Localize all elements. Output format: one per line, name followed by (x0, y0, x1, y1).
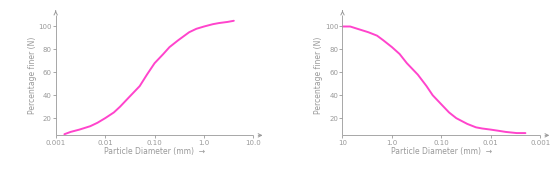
X-axis label: Particle Diameter (mm)  →: Particle Diameter (mm) → (391, 147, 492, 156)
X-axis label: Particle Diameter (mm)  →: Particle Diameter (mm) → (104, 147, 205, 156)
Y-axis label: Percentage finer (N): Percentage finer (N) (315, 36, 324, 114)
Y-axis label: Percentage finer (N): Percentage finer (N) (28, 36, 37, 114)
